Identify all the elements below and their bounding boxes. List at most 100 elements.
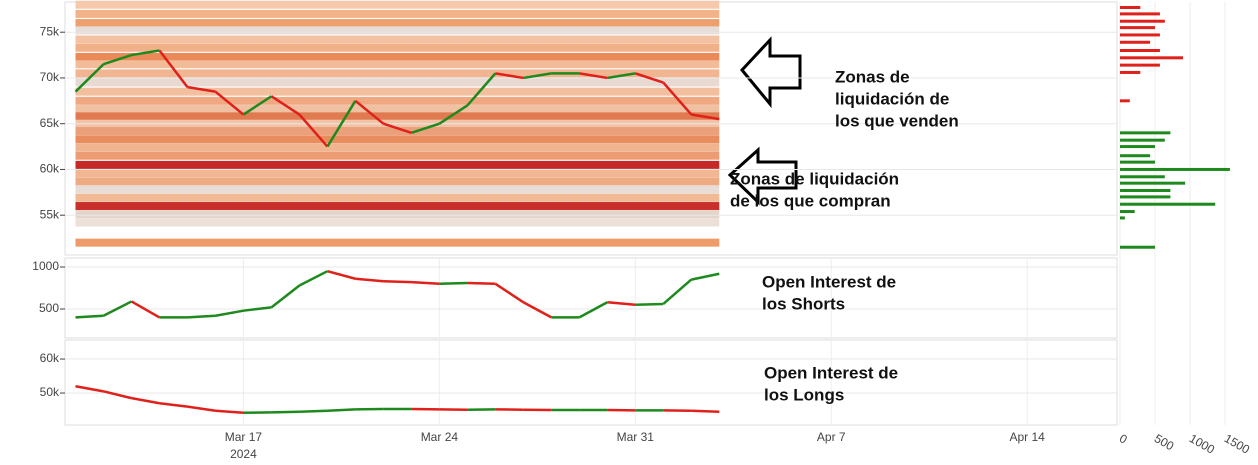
- bar: [1120, 210, 1135, 214]
- bar: [1120, 40, 1151, 44]
- x-tick-label: Mar 31: [617, 430, 655, 444]
- line-segment: [383, 122, 412, 135]
- line-segment: [158, 49, 189, 88]
- line-segment: [691, 272, 720, 281]
- line-segment: [634, 72, 664, 84]
- annotation: los que venden: [835, 111, 959, 130]
- y-tick-label: 55k: [40, 207, 60, 221]
- x-tick-label: 1500: [1222, 431, 1252, 457]
- y-tick-label: 65k: [40, 116, 60, 130]
- line-segment: [326, 100, 357, 148]
- bar: [1120, 145, 1156, 149]
- line-segment: [355, 277, 384, 283]
- heatmap-band: [75, 0, 720, 9]
- line-segment: [691, 409, 720, 413]
- bar: [1120, 26, 1156, 30]
- y-tick-label: 60k: [40, 351, 60, 365]
- line-segment: [130, 300, 161, 319]
- x-year-label: 2024: [230, 447, 257, 461]
- heatmap-band: [75, 112, 720, 121]
- x-tick-label: 1000: [1187, 431, 1217, 457]
- line-segment: [354, 99, 385, 125]
- heatmap-band: [75, 87, 720, 96]
- heatmap-band: [75, 135, 720, 144]
- line-segment: [103, 390, 132, 400]
- heatmap-band: [75, 202, 720, 211]
- y-tick-label: 75k: [40, 24, 60, 38]
- line-segment: [187, 314, 216, 319]
- x-tick-label: Mar 17: [225, 430, 263, 444]
- line-segment: [270, 284, 301, 309]
- line-segment: [243, 306, 272, 312]
- line-segment: [579, 72, 608, 80]
- heatmap-band: [75, 177, 720, 186]
- heatmap-band: [75, 9, 720, 18]
- line-segment: [523, 72, 552, 80]
- line-segment: [298, 270, 328, 287]
- line-segment: [242, 95, 273, 116]
- bar: [1120, 56, 1184, 60]
- x-tick-label: Apr 14: [1010, 430, 1046, 444]
- heatmap-band: [75, 105, 720, 114]
- line-segment: [411, 122, 440, 135]
- heatmap-band: [75, 52, 720, 61]
- line-segment: [466, 72, 497, 107]
- heatmap-band: [75, 43, 720, 52]
- line-segment: [495, 72, 524, 80]
- line-segment: [607, 301, 636, 307]
- y-tick-label: 500: [39, 301, 59, 315]
- bar: [1120, 160, 1156, 164]
- line-segment: [299, 409, 328, 413]
- line-segment: [327, 408, 356, 412]
- annotation: Open Interest de: [762, 272, 896, 291]
- line-segment: [131, 49, 160, 57]
- heatmap-band: [75, 60, 720, 69]
- y-tick-label: 70k: [40, 70, 60, 84]
- bar: [1120, 181, 1186, 185]
- bar: [1120, 5, 1141, 9]
- x-tick-label: Mar 24: [421, 430, 459, 444]
- annotation: los Longs: [764, 385, 844, 404]
- annotation: Zonas de: [835, 67, 910, 86]
- line-segment: [578, 301, 608, 319]
- line-segment: [662, 278, 693, 305]
- heatmap-band: [75, 127, 720, 136]
- line-segment: [383, 280, 412, 284]
- line-segment: [187, 85, 216, 93]
- bar: [1120, 216, 1125, 220]
- x-tick-label: 500: [1152, 431, 1177, 453]
- heatmap-band: [75, 218, 720, 227]
- bar: [1120, 19, 1165, 23]
- y-tick-label: 60k: [40, 162, 60, 176]
- heatmap-band: [75, 185, 720, 194]
- y-tick-label: 50k: [40, 385, 60, 399]
- bar: [1120, 12, 1160, 16]
- line-segment: [75, 385, 104, 393]
- line-segment: [187, 405, 216, 412]
- heatmap-band: [75, 169, 720, 178]
- heatmap-band: [75, 143, 720, 152]
- bar: [1120, 138, 1165, 142]
- annotation: liquidación de: [835, 89, 949, 108]
- line-segment: [159, 401, 188, 408]
- bar: [1120, 245, 1156, 249]
- line-segment: [411, 280, 440, 286]
- line-segment: [102, 300, 133, 317]
- annotation: Open Interest de: [764, 363, 898, 382]
- heatmap-band: [75, 238, 720, 247]
- heatmap-band: [75, 210, 720, 219]
- line-segment: [635, 302, 664, 307]
- line-segment: [607, 72, 636, 80]
- heatmap-band: [75, 19, 720, 28]
- heatmap-band: [75, 193, 720, 202]
- heatmap-band: [75, 35, 720, 44]
- bar: [1120, 175, 1165, 179]
- bar: [1120, 131, 1171, 135]
- line-segment: [467, 281, 496, 286]
- heatmap-band: [75, 160, 720, 169]
- line-segment: [691, 113, 720, 121]
- line-segment: [271, 410, 300, 414]
- line-segment: [327, 269, 356, 280]
- annotation: de los que compran: [730, 191, 891, 210]
